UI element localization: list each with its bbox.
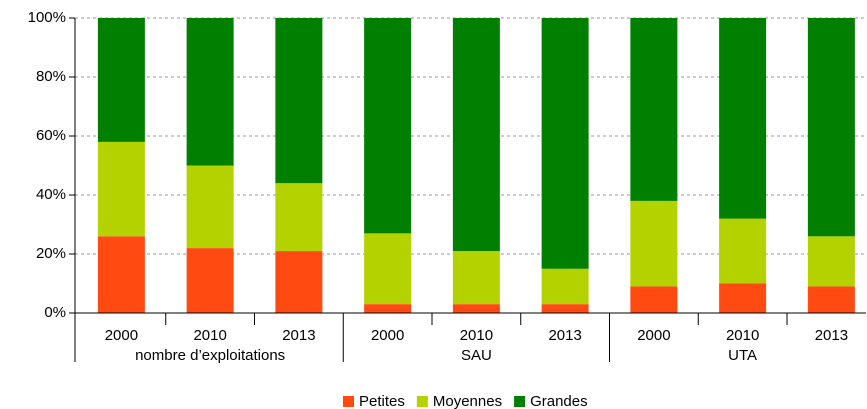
- bar-segment: [541, 18, 589, 269]
- x-tick-label: 2013: [815, 327, 848, 344]
- legend-label: Moyennes: [433, 393, 502, 409]
- group-label: nombre d’exploitations: [135, 347, 285, 364]
- bar-segment: [719, 283, 767, 313]
- bar-segment: [275, 251, 323, 313]
- bar-segment: [186, 165, 234, 249]
- bar-segment: [452, 304, 500, 313]
- bar-segment: [630, 286, 678, 313]
- x-tick-label: 2010: [460, 327, 493, 344]
- y-tick-label: 60%: [36, 127, 66, 144]
- y-tick-label: 100%: [28, 9, 66, 26]
- bar-segment: [186, 18, 234, 166]
- y-tick-label: 80%: [36, 68, 66, 85]
- y-tick-label: 40%: [36, 186, 66, 203]
- bar-segment: [807, 286, 855, 313]
- bar-segment: [630, 200, 678, 287]
- x-tick-label: 2000: [105, 327, 138, 344]
- bar-segment: [452, 18, 500, 252]
- group-label: UTA: [728, 347, 757, 364]
- bar-segment: [275, 18, 323, 184]
- y-tick-label: 0%: [44, 304, 66, 321]
- bar-segment: [719, 218, 767, 284]
- legend-swatch: [416, 396, 428, 407]
- group-label: SAU: [461, 347, 492, 364]
- y-tick-label: 20%: [36, 245, 66, 262]
- bar-segment: [541, 268, 589, 305]
- bar-segment: [97, 236, 145, 313]
- x-tick-label: 2013: [548, 327, 581, 344]
- bar-segment: [364, 304, 412, 313]
- bar-segment: [97, 18, 145, 142]
- bar-segment: [541, 304, 589, 313]
- bar-segment: [719, 18, 767, 219]
- x-tick-label: 2000: [371, 327, 404, 344]
- bar-segment: [630, 18, 678, 201]
- bar-segment: [97, 141, 145, 237]
- x-tick-label: 2010: [726, 327, 759, 344]
- bar-segment: [807, 18, 855, 237]
- legend-swatch: [514, 396, 526, 407]
- bar-segment: [807, 236, 855, 287]
- legend-swatch: [343, 396, 354, 407]
- bar-segment: [364, 18, 412, 234]
- legend-label: Petites: [359, 393, 405, 409]
- bar-segment: [452, 251, 500, 305]
- x-tick-label: 2010: [193, 327, 226, 344]
- bar-segment: [186, 248, 234, 313]
- x-tick-label: 2013: [282, 327, 315, 344]
- bar-segment: [364, 233, 412, 305]
- legend-label: Grandes: [530, 393, 588, 409]
- bar-segment: [275, 183, 323, 252]
- x-tick-label: 2000: [637, 327, 670, 344]
